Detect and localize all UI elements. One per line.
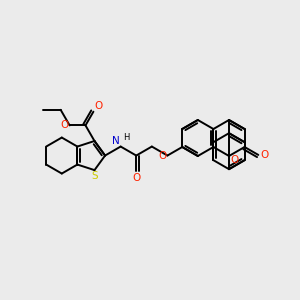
Text: O: O	[132, 173, 140, 183]
Text: O: O	[158, 151, 166, 160]
Text: O: O	[94, 101, 103, 111]
Text: S: S	[91, 171, 98, 181]
Text: O: O	[260, 150, 268, 160]
Text: O: O	[230, 155, 238, 165]
Text: O: O	[60, 120, 69, 130]
Text: N: N	[112, 136, 120, 146]
Text: H: H	[123, 133, 129, 142]
